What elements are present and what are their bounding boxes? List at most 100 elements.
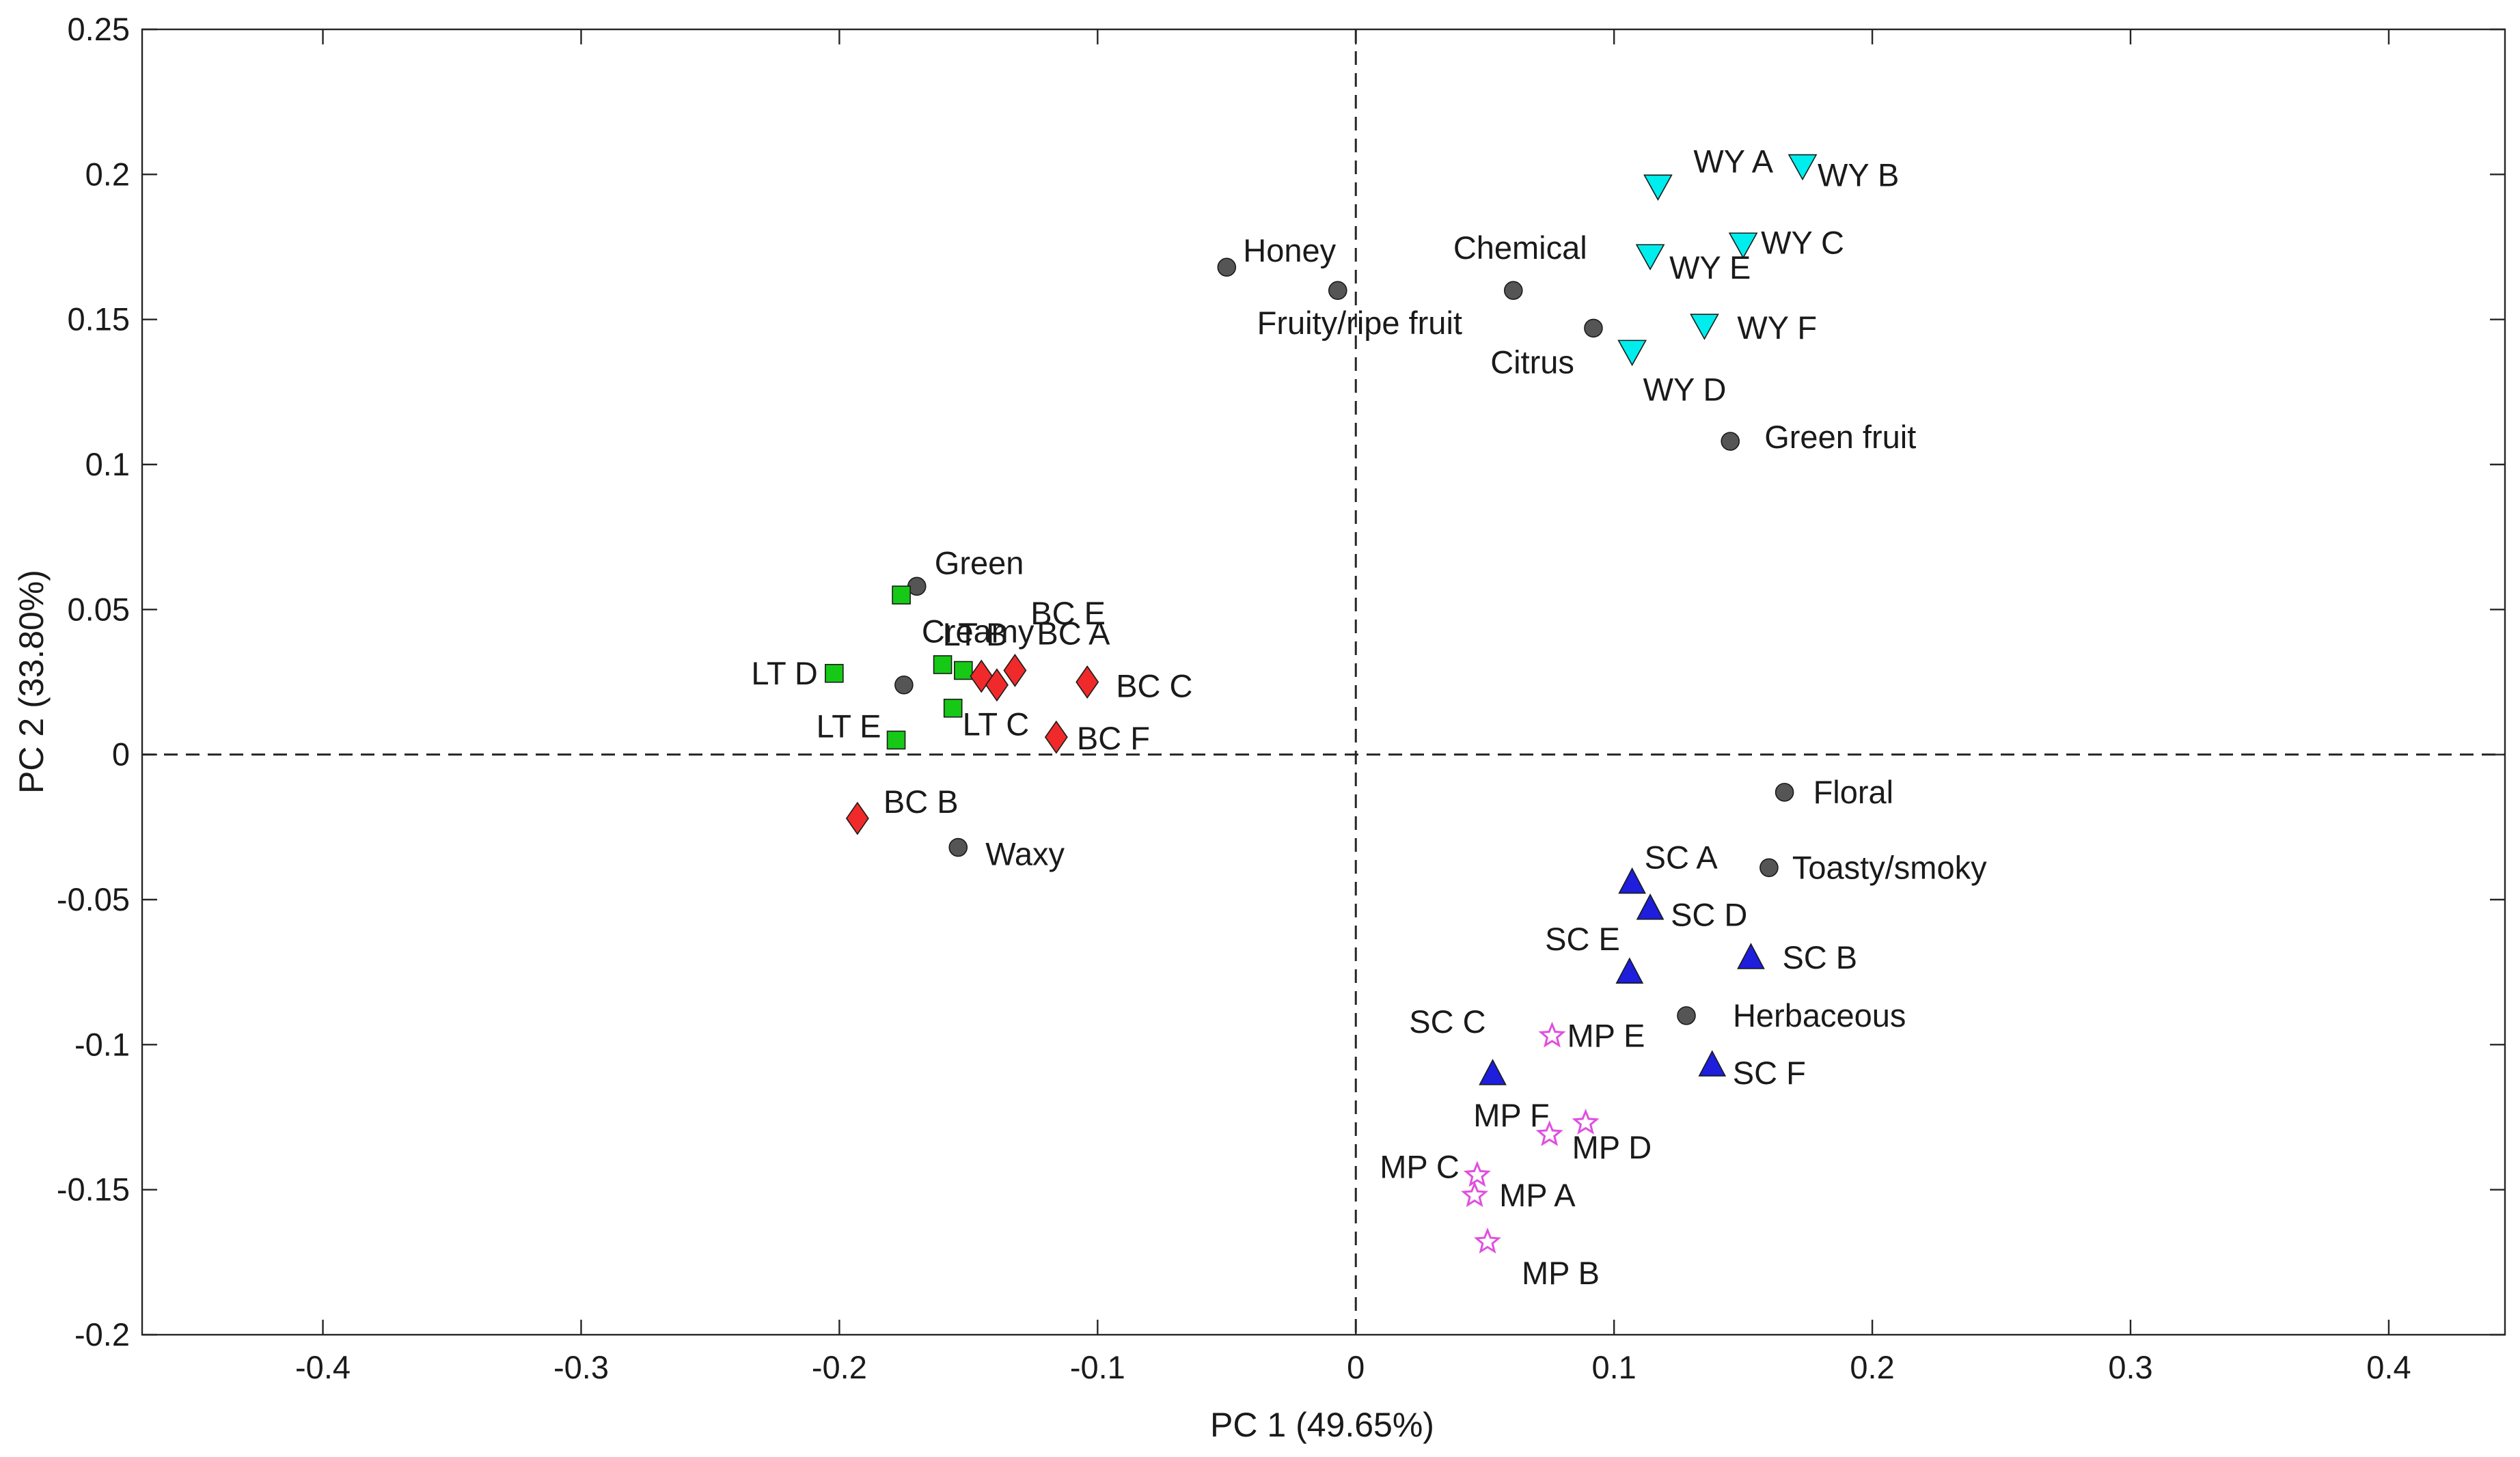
marker-wy-f bbox=[1690, 314, 1719, 340]
label-citrus: Citrus bbox=[1490, 344, 1574, 380]
marker-wy-a bbox=[1643, 174, 1673, 201]
marker-waxy bbox=[948, 837, 968, 857]
marker-mp-f bbox=[1535, 1120, 1563, 1146]
label-lt-e: LT E bbox=[817, 708, 881, 744]
marker-sc-f bbox=[1698, 1050, 1727, 1077]
y-tick-label: 0.15 bbox=[68, 301, 130, 337]
label-creamy: Creamy bbox=[922, 613, 1035, 650]
label-toasty-smoky: Toasty/smoky bbox=[1792, 849, 1987, 885]
marker-mp-b bbox=[1473, 1227, 1501, 1254]
label-bc-a: BC A bbox=[1037, 615, 1110, 652]
marker-bc-c bbox=[1076, 665, 1099, 699]
label-lt-c: LT C bbox=[963, 706, 1030, 743]
label-sc-b: SC B bbox=[1782, 939, 1857, 975]
marker-mp-e bbox=[1538, 1021, 1566, 1048]
marker-sc-a bbox=[1618, 867, 1646, 894]
label-green: Green bbox=[935, 544, 1024, 581]
marker-wy-c bbox=[1728, 232, 1758, 259]
label-mp-e: MP E bbox=[1567, 1018, 1645, 1054]
y-tick-label: 0.2 bbox=[85, 156, 130, 192]
y-tick-label: 0.1 bbox=[85, 446, 130, 482]
label-honey: Honey bbox=[1243, 232, 1336, 268]
marker-mp-a bbox=[1461, 1181, 1489, 1208]
marker-bc-f bbox=[1044, 720, 1068, 754]
plot-area bbox=[141, 28, 2506, 1336]
marker-fruity-ripe-fruit bbox=[1328, 281, 1347, 301]
marker-floral bbox=[1775, 783, 1794, 802]
label-mp-b: MP B bbox=[1522, 1255, 1600, 1291]
marker-mp-c bbox=[1463, 1161, 1491, 1187]
x-tick-label: -0.4 bbox=[295, 1349, 351, 1385]
y-tick-label: 0 bbox=[112, 736, 130, 773]
marker-mp-d bbox=[1572, 1108, 1600, 1135]
y-tick-label: -0.2 bbox=[74, 1316, 130, 1352]
x-tick-label: 0.3 bbox=[2108, 1349, 2152, 1385]
label-herbaceous: Herbaceous bbox=[1733, 997, 1906, 1033]
marker-lt-0 bbox=[892, 585, 911, 605]
x-tick-label: -0.1 bbox=[1070, 1349, 1125, 1385]
label-mp-c: MP C bbox=[1380, 1148, 1460, 1184]
marker-toasty-smoky bbox=[1759, 858, 1779, 878]
marker-wy-e bbox=[1635, 244, 1665, 270]
label-bc-b: BC B bbox=[884, 783, 959, 820]
marker-bc-2 bbox=[985, 668, 1009, 702]
label-mp-a: MP A bbox=[1499, 1177, 1576, 1213]
marker-wy-d bbox=[1617, 339, 1647, 367]
marker-chemical bbox=[1503, 281, 1523, 301]
marker-citrus bbox=[1584, 318, 1603, 338]
marker-lt-d bbox=[825, 663, 844, 683]
point-labels: Honey Fruity/ripe fruit Chemical Citrus Gree… bbox=[751, 143, 1987, 1291]
y-tick-label: -0.1 bbox=[74, 1026, 130, 1062]
label-sc-f: SC F bbox=[1733, 1055, 1806, 1091]
marker-bc-b bbox=[845, 801, 869, 835]
label-fruity-ripe-fruit: Fruity/ripe fruit bbox=[1257, 305, 1462, 341]
y-tick-label: 0.05 bbox=[68, 591, 130, 627]
label-sc-d: SC D bbox=[1671, 897, 1747, 933]
marker-sc-d bbox=[1636, 893, 1665, 920]
label-bc-c: BC C bbox=[1116, 668, 1192, 704]
marker-creamy bbox=[894, 675, 914, 695]
marker-sc-b bbox=[1737, 943, 1765, 969]
label-wy-d: WY D bbox=[1643, 371, 1727, 407]
label-green-fruit: Green fruit bbox=[1764, 419, 1916, 455]
label-bc-e: BC E bbox=[1030, 595, 1106, 631]
label-wy-f: WY F bbox=[1737, 309, 1817, 346]
x-tick-label: 0.2 bbox=[1850, 1349, 1894, 1385]
y-axis-label: PC 2 (33.80%) bbox=[12, 570, 51, 794]
y-tick-label: 0.25 bbox=[68, 11, 130, 47]
label-mp-f: MP F bbox=[1473, 1097, 1549, 1133]
label-floral: Floral bbox=[1813, 774, 1894, 810]
marker-sc-c bbox=[1479, 1059, 1507, 1085]
data-markers bbox=[825, 154, 1818, 1254]
y-tick-label: -0.05 bbox=[57, 881, 130, 917]
y-tick-label: -0.15 bbox=[57, 1171, 130, 1208]
x-axis-label: PC 1 (49.65%) bbox=[1210, 1406, 1434, 1444]
label-mp-d: MP D bbox=[1572, 1129, 1652, 1165]
label-sc-c: SC C bbox=[1409, 1003, 1485, 1040]
marker-herbaceous bbox=[1677, 1006, 1696, 1025]
label-bc-f: BC F bbox=[1077, 720, 1150, 756]
label-wy-b: WY B bbox=[1818, 157, 1899, 193]
marker-honey bbox=[1217, 258, 1237, 277]
label-wy-c: WY C bbox=[1761, 224, 1844, 260]
label-waxy: Waxy bbox=[985, 836, 1065, 872]
marker-lt-b bbox=[933, 655, 953, 674]
marker-lt-e bbox=[886, 730, 906, 750]
label-lt-d: LT D bbox=[751, 655, 818, 691]
marker-green-fruit bbox=[1721, 432, 1740, 451]
marker-lt-2 bbox=[953, 661, 973, 680]
axis-ticks: -0.4 -0.3 -0.2 -0.1 0 0.1 0.2 0.3 0.4 -0.2 -0.15 -0… bbox=[57, 11, 2505, 1385]
marker-lt-c bbox=[943, 698, 963, 718]
x-tick-label: 0.1 bbox=[1591, 1349, 1636, 1385]
label-lt-b: LT B bbox=[943, 616, 1008, 652]
label-wy-e: WY E bbox=[1669, 249, 1751, 286]
x-tick-label: -0.3 bbox=[553, 1349, 609, 1385]
marker-sc-e bbox=[1615, 957, 1644, 984]
x-tick-label: 0 bbox=[1347, 1349, 1365, 1385]
marker-bc-a bbox=[1003, 654, 1027, 687]
marker-wy-b bbox=[1788, 154, 1818, 181]
label-sc-a: SC A bbox=[1645, 839, 1718, 876]
label-chemical: Chemical bbox=[1453, 230, 1587, 266]
x-tick-label: 0.4 bbox=[2366, 1349, 2411, 1385]
